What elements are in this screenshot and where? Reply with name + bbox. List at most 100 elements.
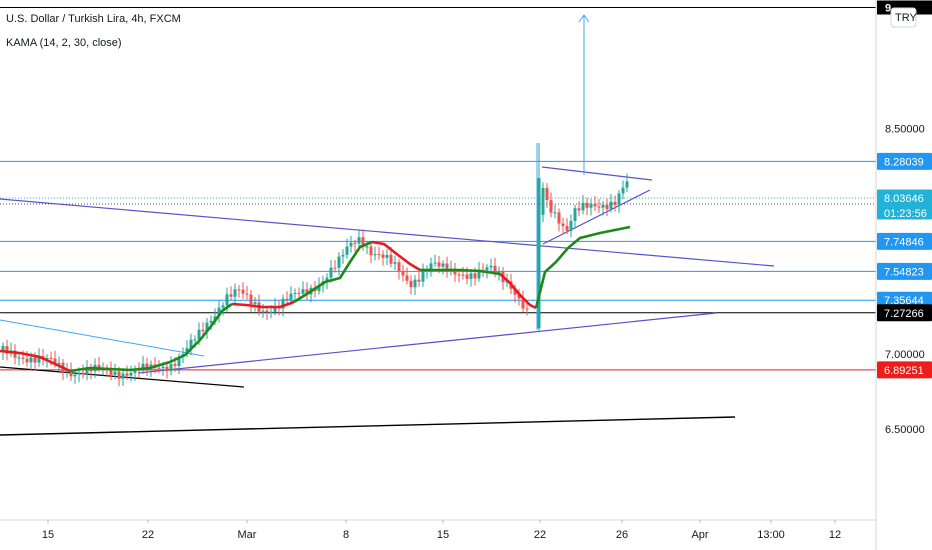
candle-body-93 — [373, 254, 377, 256]
candle-body-91 — [365, 246, 369, 248]
candle-body-48 — [193, 339, 197, 341]
candle-body-81 — [325, 277, 329, 282]
candle-body-94 — [377, 254, 381, 256]
candle-body-49 — [197, 329, 201, 340]
candle-body-5 — [21, 357, 25, 359]
candle-body-141 — [573, 208, 577, 221]
candle-body-101 — [405, 275, 409, 281]
candle-body-135 — [549, 200, 553, 213]
trendline-blue-short[interactable] — [0, 319, 205, 357]
candle-body-85 — [341, 254, 345, 257]
candle-body-63 — [253, 302, 257, 305]
candle-body-79 — [317, 285, 321, 292]
candle-body-58 — [233, 289, 237, 297]
candle-body-142 — [577, 208, 581, 211]
chart-title: U.S. Dollar / Turkish Lira, 4h, FXCM — [6, 13, 181, 25]
candle-body-61 — [245, 293, 249, 295]
candle-body-1 — [5, 346, 9, 354]
candle-body-117 — [469, 273, 473, 279]
projection-arrow-head — [578, 14, 590, 23]
candle-body-86 — [345, 246, 349, 255]
y-tick-label-2: 6.50000 — [885, 424, 925, 436]
candle-body-107 — [429, 263, 433, 270]
x-tick-label-2: Mar — [238, 529, 257, 541]
candle-body-109 — [437, 262, 441, 267]
candle-body-19 — [77, 372, 81, 375]
candle-body-65 — [261, 310, 265, 312]
y-tick-label-0: 8.50000 — [885, 123, 925, 135]
candle-body-124 — [497, 271, 501, 274]
trendline-upper-channel[interactable] — [0, 198, 775, 267]
currency-badge-bg[interactable] — [890, 7, 917, 28]
candle-body-36 — [145, 363, 149, 370]
candle-body-12 — [49, 357, 53, 359]
candle-body-9 — [37, 356, 41, 363]
candle-body-18 — [73, 374, 77, 377]
x-tick-label-0: 15 — [42, 529, 54, 541]
candle-body-68 — [273, 306, 277, 312]
candle-body-51 — [205, 322, 209, 332]
candle-body-149 — [605, 204, 609, 210]
trendline-lower-support[interactable] — [137, 312, 717, 374]
candle-body-20 — [81, 372, 85, 375]
candle-body-76 — [305, 289, 309, 295]
candle-body-21 — [85, 367, 89, 375]
candle-body-108 — [433, 262, 437, 264]
price-tag-bg-2 — [877, 189, 932, 220]
candle-body-4 — [17, 357, 21, 359]
x-tick-label-3: 8 — [343, 529, 349, 541]
candle-body-99 — [397, 262, 401, 272]
candle-body-136 — [553, 212, 557, 214]
candle-body-33 — [133, 368, 137, 373]
candle-body-44 — [177, 356, 181, 366]
pennant-top[interactable] — [541, 166, 653, 181]
candle-body-134 — [545, 187, 549, 201]
candle-body-152 — [617, 193, 621, 205]
kama-down-segment-0 — [0, 349, 71, 373]
candle-body-41 — [165, 366, 169, 372]
candle-body-116 — [465, 274, 469, 279]
candle-body-3 — [13, 350, 17, 358]
price-tag-label-4: 7.54823 — [884, 266, 924, 278]
candle-body-32 — [129, 372, 133, 376]
candle-body-137 — [557, 212, 561, 224]
candle-body-24 — [97, 364, 101, 369]
candle-body-82 — [329, 267, 333, 278]
kama-up-segment-3 — [534, 225, 631, 309]
candle-body-145 — [589, 203, 593, 208]
kama-up-segment-0 — [69, 302, 233, 373]
candle-body-151 — [613, 201, 617, 205]
candle-body-114 — [457, 274, 461, 276]
candle-body-104 — [417, 279, 421, 282]
candle-body-119 — [477, 269, 481, 279]
candle-body-52 — [209, 320, 213, 323]
candle-body-121 — [485, 267, 489, 271]
price-tag-label-2: 8.03646 — [884, 193, 924, 205]
kama-up-segment-1 — [293, 240, 373, 304]
candle-body-143 — [581, 202, 585, 211]
price-tag-bg-3 — [877, 232, 932, 250]
candle-body-144 — [585, 202, 589, 208]
candle-body-11 — [45, 357, 49, 360]
candle-body-100 — [401, 271, 405, 276]
pennant-bottom[interactable] — [542, 189, 651, 245]
candle-body-92 — [369, 246, 373, 256]
candle-body-43 — [173, 364, 177, 366]
indicator-label: KAMA (14, 2, 30, close) — [6, 37, 122, 49]
x-tick-label-5: 22 — [534, 529, 546, 541]
trendline-black-long[interactable] — [0, 416, 736, 436]
candle-body-50 — [201, 329, 205, 332]
candle-body-90 — [361, 237, 365, 247]
candle-body-153 — [621, 187, 625, 194]
candle-body-73 — [293, 292, 297, 294]
candle-body-70 — [281, 298, 285, 309]
candle-body-29 — [117, 371, 121, 379]
candle-body-66 — [265, 310, 269, 312]
candle-body-57 — [229, 294, 233, 297]
candle-body-35 — [141, 363, 145, 371]
candle-body-128 — [513, 288, 517, 295]
price-tag-label-1: 8.28039 — [884, 156, 924, 168]
candle-body-83 — [333, 267, 337, 269]
candle-body-14 — [57, 362, 61, 365]
